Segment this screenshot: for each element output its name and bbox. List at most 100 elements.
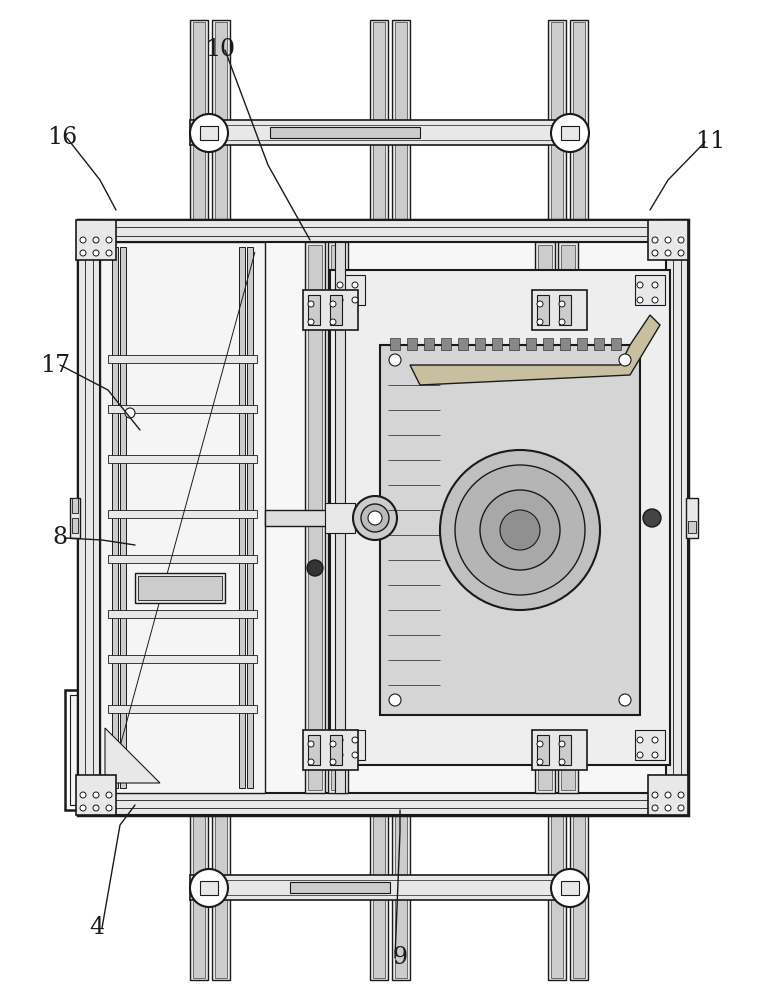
Circle shape bbox=[652, 737, 658, 743]
Bar bbox=[335, 730, 365, 760]
Bar bbox=[560, 338, 570, 350]
Bar bbox=[325, 503, 355, 533]
Bar bbox=[72, 498, 78, 513]
Text: 11: 11 bbox=[695, 130, 725, 153]
Bar bbox=[308, 245, 322, 790]
Bar bbox=[70, 498, 80, 538]
Circle shape bbox=[537, 759, 543, 765]
Bar bbox=[200, 126, 218, 140]
Bar bbox=[190, 120, 580, 145]
Bar bbox=[551, 22, 563, 978]
Circle shape bbox=[389, 354, 401, 366]
Bar bbox=[373, 22, 385, 978]
Bar bbox=[108, 655, 257, 663]
Circle shape bbox=[637, 282, 643, 288]
Circle shape bbox=[93, 250, 99, 256]
Circle shape bbox=[308, 759, 314, 765]
Bar bbox=[535, 242, 555, 793]
Circle shape bbox=[537, 741, 543, 747]
Bar bbox=[108, 510, 257, 518]
Bar bbox=[611, 338, 621, 350]
Bar bbox=[290, 882, 390, 893]
Bar bbox=[570, 20, 588, 980]
Circle shape bbox=[678, 805, 684, 811]
Bar bbox=[648, 775, 688, 815]
Circle shape bbox=[125, 408, 135, 418]
Polygon shape bbox=[410, 315, 660, 385]
Bar bbox=[100, 242, 265, 793]
Circle shape bbox=[389, 694, 401, 706]
Polygon shape bbox=[105, 728, 160, 783]
Bar bbox=[190, 875, 580, 900]
Bar bbox=[108, 405, 257, 413]
Circle shape bbox=[678, 250, 684, 256]
Circle shape bbox=[352, 297, 358, 303]
Circle shape bbox=[80, 805, 86, 811]
Circle shape bbox=[106, 805, 112, 811]
Bar bbox=[686, 498, 698, 538]
Circle shape bbox=[368, 511, 382, 525]
Circle shape bbox=[337, 737, 343, 743]
Polygon shape bbox=[380, 345, 640, 715]
Bar bbox=[81, 223, 685, 812]
Bar bbox=[390, 512, 445, 524]
Bar bbox=[303, 290, 358, 330]
Bar bbox=[532, 730, 587, 770]
Bar bbox=[475, 338, 485, 350]
Circle shape bbox=[559, 759, 565, 765]
Bar bbox=[392, 20, 410, 980]
Circle shape bbox=[308, 319, 314, 325]
Circle shape bbox=[93, 792, 99, 798]
Circle shape bbox=[551, 869, 589, 907]
Bar bbox=[458, 338, 468, 350]
Circle shape bbox=[637, 737, 643, 743]
Bar bbox=[330, 735, 342, 765]
Bar bbox=[441, 338, 451, 350]
Bar bbox=[561, 881, 579, 895]
Circle shape bbox=[652, 792, 658, 798]
Circle shape bbox=[665, 250, 671, 256]
Circle shape bbox=[106, 792, 112, 798]
Bar bbox=[526, 338, 536, 350]
Circle shape bbox=[337, 297, 343, 303]
Circle shape bbox=[352, 752, 358, 758]
Circle shape bbox=[559, 319, 565, 325]
Circle shape bbox=[337, 752, 343, 758]
Bar bbox=[558, 242, 578, 793]
Text: 16: 16 bbox=[47, 126, 77, 149]
Circle shape bbox=[665, 792, 671, 798]
Bar bbox=[200, 881, 218, 895]
Circle shape bbox=[652, 805, 658, 811]
Circle shape bbox=[652, 297, 658, 303]
Circle shape bbox=[80, 237, 86, 243]
Bar bbox=[112, 247, 118, 788]
Bar bbox=[78, 793, 688, 815]
Bar bbox=[537, 295, 549, 325]
Bar bbox=[239, 247, 245, 788]
Text: 10: 10 bbox=[205, 38, 235, 62]
Circle shape bbox=[500, 510, 540, 550]
Bar bbox=[561, 245, 575, 790]
Circle shape bbox=[637, 297, 643, 303]
Bar bbox=[76, 775, 116, 815]
Circle shape bbox=[80, 792, 86, 798]
Circle shape bbox=[353, 496, 397, 540]
Bar bbox=[308, 735, 320, 765]
Bar bbox=[577, 338, 587, 350]
Circle shape bbox=[643, 509, 661, 527]
Bar bbox=[407, 338, 417, 350]
Bar bbox=[270, 127, 420, 138]
Circle shape bbox=[106, 250, 112, 256]
Circle shape bbox=[559, 301, 565, 307]
Bar bbox=[190, 20, 208, 980]
Bar bbox=[532, 290, 587, 330]
Circle shape bbox=[330, 741, 336, 747]
Bar bbox=[265, 510, 395, 526]
Bar bbox=[335, 275, 365, 305]
Bar bbox=[635, 730, 665, 760]
Circle shape bbox=[93, 805, 99, 811]
Bar bbox=[78, 220, 100, 815]
Bar bbox=[138, 576, 222, 600]
Bar bbox=[390, 338, 400, 350]
Circle shape bbox=[455, 465, 585, 595]
